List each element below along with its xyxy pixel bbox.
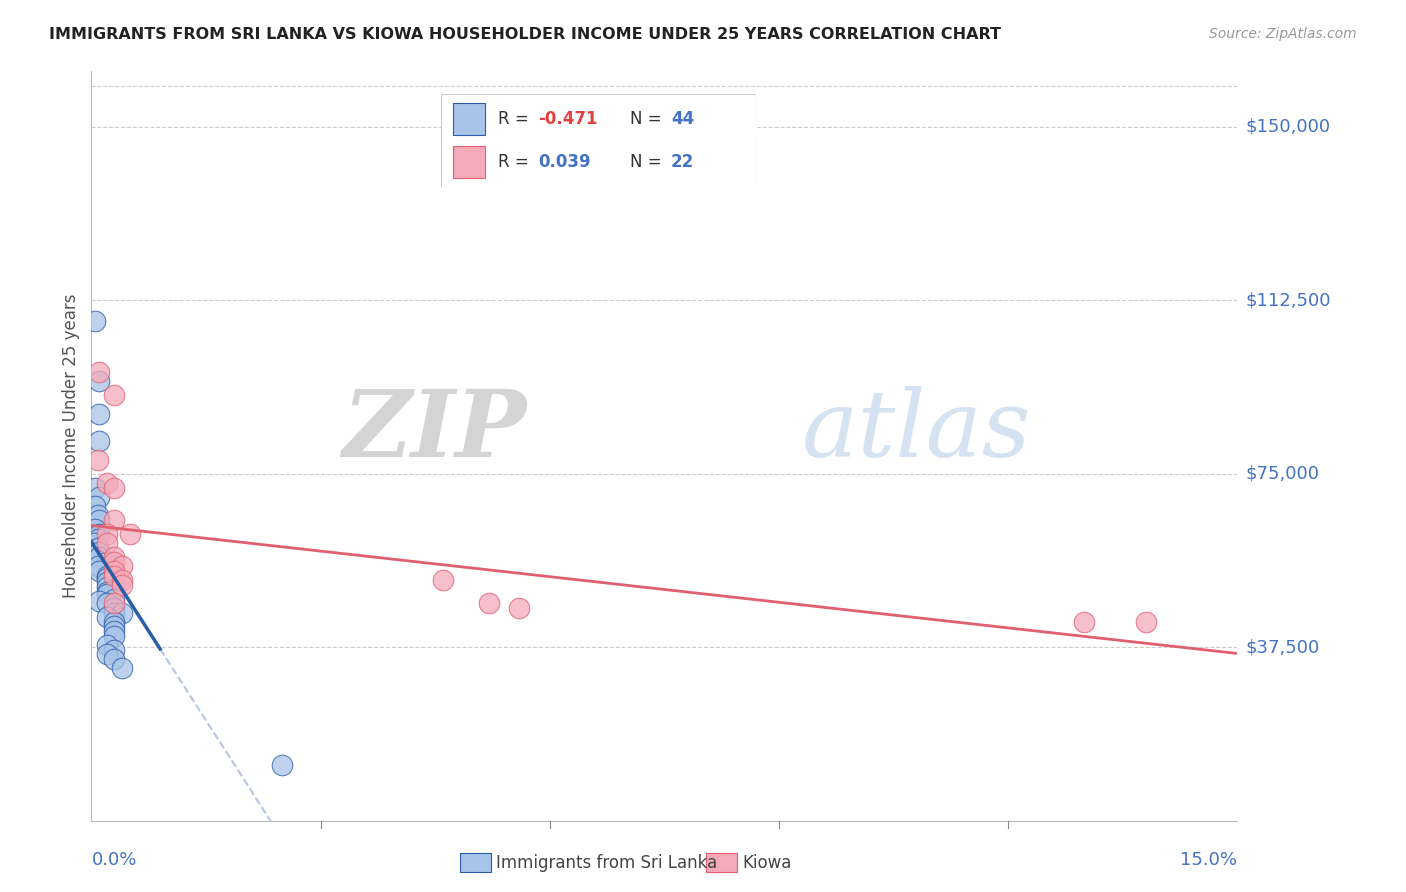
Point xyxy=(87,407,110,421)
Point xyxy=(96,536,118,550)
Point xyxy=(96,587,118,601)
Point xyxy=(103,513,125,527)
Point xyxy=(96,475,118,490)
Point xyxy=(111,573,134,587)
Text: 15.0%: 15.0% xyxy=(1180,851,1237,869)
Point xyxy=(84,522,107,536)
Point xyxy=(118,527,141,541)
Point xyxy=(96,568,118,582)
Point xyxy=(508,600,530,615)
Point xyxy=(86,532,108,546)
Text: 0.0%: 0.0% xyxy=(91,851,136,869)
Point xyxy=(103,591,125,606)
Text: $112,500: $112,500 xyxy=(1246,292,1331,310)
Point xyxy=(96,580,118,594)
Text: Kiowa: Kiowa xyxy=(742,854,792,871)
Point xyxy=(96,584,118,599)
Text: $75,000: $75,000 xyxy=(1246,465,1320,483)
Point xyxy=(111,661,134,675)
Text: ZIP: ZIP xyxy=(343,386,527,476)
Point xyxy=(103,652,125,666)
Text: IMMIGRANTS FROM SRI LANKA VS KIOWA HOUSEHOLDER INCOME UNDER 25 YEARS CORRELATION: IMMIGRANTS FROM SRI LANKA VS KIOWA HOUSE… xyxy=(49,27,1001,42)
Point xyxy=(96,527,118,541)
Point xyxy=(103,564,125,578)
Point xyxy=(84,314,107,328)
Point xyxy=(103,582,125,597)
Text: atlas: atlas xyxy=(801,386,1032,476)
Point xyxy=(103,600,125,615)
Point xyxy=(103,388,125,402)
Point xyxy=(83,536,105,550)
Point xyxy=(103,568,125,582)
Point xyxy=(86,508,108,523)
Text: Source: ZipAtlas.com: Source: ZipAtlas.com xyxy=(1209,27,1357,41)
Point xyxy=(478,596,501,610)
Point xyxy=(111,578,134,592)
Point xyxy=(96,647,118,661)
Point xyxy=(1135,615,1157,629)
Point xyxy=(103,578,125,592)
Point xyxy=(103,624,125,638)
Point xyxy=(84,499,107,513)
Point xyxy=(96,555,118,569)
Y-axis label: Householder Income Under 25 years: Householder Income Under 25 years xyxy=(62,293,80,599)
Point xyxy=(103,555,125,569)
Point xyxy=(96,571,118,585)
Point xyxy=(87,374,110,388)
Point xyxy=(103,481,125,495)
Point xyxy=(103,642,125,657)
Point xyxy=(87,513,110,527)
Point xyxy=(87,490,110,504)
Point xyxy=(87,434,110,449)
Point xyxy=(96,596,118,610)
Point xyxy=(111,606,134,620)
Point xyxy=(103,596,125,610)
Text: $37,500: $37,500 xyxy=(1246,638,1320,657)
Point xyxy=(86,453,108,467)
Point xyxy=(96,610,118,624)
Point xyxy=(87,549,110,564)
Point xyxy=(103,619,125,633)
Text: $150,000: $150,000 xyxy=(1246,118,1330,136)
Point xyxy=(87,545,110,559)
Point xyxy=(103,629,125,643)
Point xyxy=(1073,615,1095,629)
Point xyxy=(87,594,110,608)
Point xyxy=(84,481,107,495)
Point xyxy=(86,559,108,574)
Point xyxy=(96,638,118,652)
Point xyxy=(103,615,125,629)
Point xyxy=(96,575,118,590)
Text: Immigrants from Sri Lanka: Immigrants from Sri Lanka xyxy=(496,854,717,871)
Point xyxy=(87,527,110,541)
Point xyxy=(87,564,110,578)
Point xyxy=(87,365,110,379)
Point xyxy=(271,758,294,772)
Point xyxy=(111,559,134,574)
Point xyxy=(86,541,108,555)
Point xyxy=(103,606,125,620)
Point xyxy=(103,549,125,564)
Point xyxy=(432,573,454,587)
